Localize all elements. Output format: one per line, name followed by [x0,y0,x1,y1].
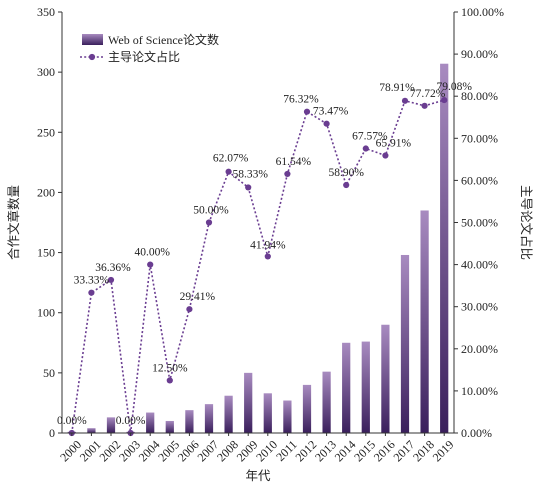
right-tick-label: 70.00% [461,131,498,145]
x-axis-title: 年代 [245,469,271,483]
data-label-2012: 76.32% [283,94,319,106]
legend-line-marker [88,53,96,61]
left-tick-label: 0 [49,426,55,440]
bar-2011 [283,400,292,433]
right-tick-label: 90.00% [461,47,498,61]
data-label-2013: 73.47% [313,106,349,118]
share-point-2005 [166,377,173,384]
bar-2010 [263,393,272,433]
data-label-2006: 29.41% [180,291,216,303]
right-tick-label: 100.00% [461,5,504,19]
bar-2016 [381,324,390,433]
right-tick-label: 0.00% [461,426,492,440]
share-point-2014 [343,181,350,189]
data-label-2014: 58.90% [328,167,364,179]
right-axis-title: 主导论文占比 [519,185,534,260]
share-point-2017 [401,97,409,104]
bar-2015 [361,341,370,433]
data-label-2004: 40.00% [134,247,170,259]
data-label-2008: 62.07% [213,153,249,165]
legend-bar-swatch [82,34,103,45]
bar-2008 [224,395,233,433]
share-point-2002 [107,276,115,284]
bar-2006 [185,410,194,433]
left-axis-title: 合作文章数量 [6,185,21,260]
bar-2007 [204,404,214,433]
left-tick-label: 50 [43,366,55,380]
share-point-2016 [382,152,389,159]
share-point-2006 [186,306,193,313]
bar-2012 [302,384,312,433]
bar-2019 [440,63,449,433]
left-tick-label: 250 [37,125,55,139]
share-point-2019 [441,96,448,104]
left-tick-label: 100 [37,306,55,320]
share-point-2013 [323,120,330,127]
data-label-2007: 50.00% [193,205,229,217]
legend-bar-label: Web of Science论文数 [108,32,219,47]
share-point-2011 [284,170,291,178]
data-label-2017: 78.91% [379,82,415,94]
right-tick-label: 80.00% [461,89,498,103]
right-tick-label: 50.00% [461,216,498,230]
right-tick-label: 40.00% [461,258,498,272]
data-label-2011: 61.54% [276,156,312,168]
left-tick-label: 300 [37,65,55,79]
share-point-2015 [362,145,369,152]
bar-2005 [165,420,174,433]
right-tick-label: 30.00% [461,300,498,314]
bar-2014 [342,342,351,433]
left-tick-label: 350 [37,5,55,19]
data-label-2015: 67.57% [352,131,388,143]
bar-2018 [420,210,429,433]
share-point-2018 [421,102,428,109]
data-label-2010: 41.94% [250,239,286,251]
data-label-2001: 33.33% [74,275,110,287]
share-point-2007 [205,219,213,226]
left-tick-label: 200 [37,185,55,199]
share-point-2008 [225,168,232,175]
data-label-2016: 65.91% [376,138,412,150]
line-series: 0.00% 33.33%36.36% 0.00% 40.00% 12.50% 29.41%… [57,81,472,437]
right-tick-label: 10.00% [461,384,498,398]
bar-2002 [106,417,116,433]
data-label-2005: 12.50% [152,362,188,374]
bar-series [67,63,449,433]
share-point-2001 [88,289,95,296]
data-label-2009: 58.33% [232,168,268,180]
share-point-2012 [303,108,311,115]
x-tick-label-2019: 2019 [430,437,457,464]
data-label-2003: 0.00% [116,415,146,427]
bar-2004 [146,412,155,433]
bar-2009 [244,372,253,433]
share-point-2004 [147,261,154,268]
bar-2013 [322,371,331,433]
left-tick-label: 150 [37,246,55,260]
legend-line-label: 主导论文占比 [108,49,180,64]
data-label-2000: 0.00% [57,415,87,427]
bar-2017 [400,254,410,433]
bar-2001 [87,428,96,433]
right-tick-label: 20.00% [461,342,498,356]
share-point-2010 [264,253,271,260]
data-label-2002: 36.36% [95,262,131,274]
share-point-2009 [245,184,252,191]
right-tick-label: 60.00% [461,173,498,187]
data-label-2018: 77.72% [410,88,446,100]
